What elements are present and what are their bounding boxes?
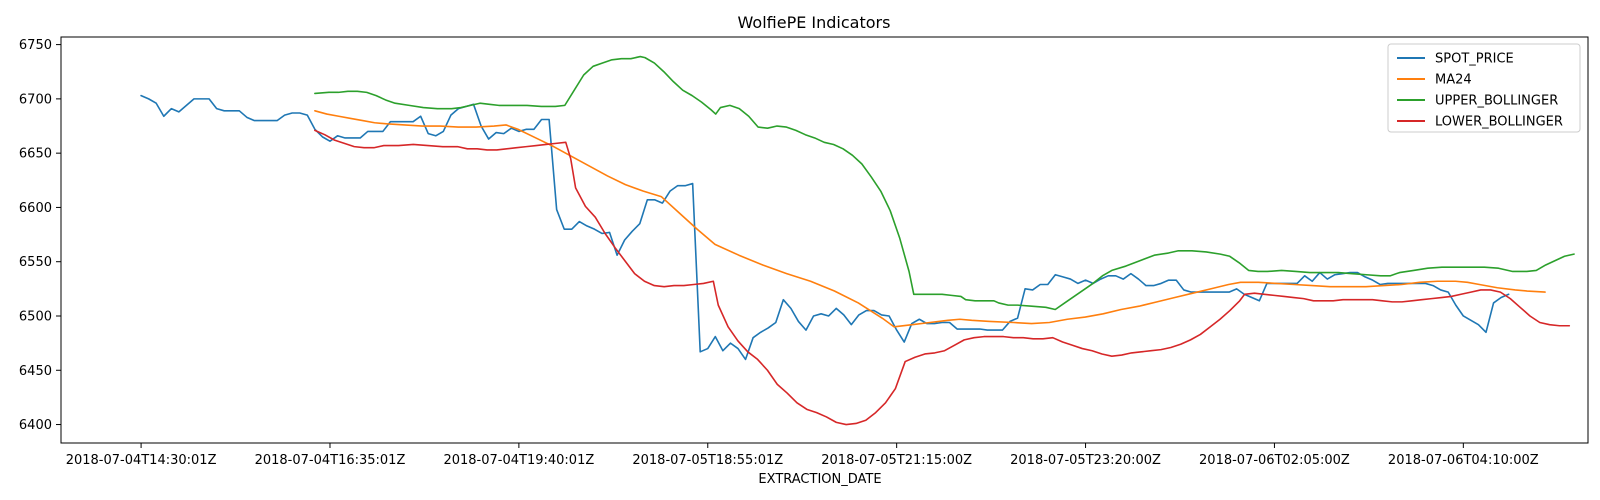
y-tick-label: 6550	[19, 255, 52, 270]
x-tick-label: 2018-07-05T23:20:00Z	[1010, 453, 1161, 468]
chart-title: WolfiePE Indicators	[738, 13, 891, 32]
x-axis-label: EXTRACTION_DATE	[758, 472, 881, 487]
y-tick-label: 6600	[19, 201, 52, 216]
legend: SPOT_PRICE MA24 UPPER_BOLLINGER LOWER_BOLLI…	[1387, 43, 1581, 133]
x-tick-label: 2018-07-05T18:55:01Z	[632, 453, 783, 468]
series-layer	[140, 55, 1575, 426]
legend-label: LOWER_BOLLINGER	[1435, 115, 1563, 130]
y-tick-label: 6500	[19, 309, 52, 324]
plot-area	[61, 37, 1588, 443]
x-axis: 2018-07-04T14:30:01Z 2018-07-04T16:35:01Z…	[66, 443, 1539, 468]
y-tick-label: 6750	[19, 38, 52, 53]
x-tick-label: 2018-07-05T21:15:00Z	[821, 453, 972, 468]
x-tick-label: 2018-07-04T14:30:01Z	[66, 453, 217, 468]
y-tick-label: 6400	[19, 418, 52, 433]
series-line-upper-bollinger	[314, 55, 1575, 311]
legend-box	[1387, 43, 1581, 133]
y-tick-label: 6650	[19, 147, 52, 162]
y-axis: 6400 6450 6500 6550 6600 6650 6700 6750	[19, 38, 61, 433]
legend-label: MA24	[1435, 73, 1472, 88]
x-tick-label: 2018-07-06T04:10:00Z	[1388, 453, 1539, 468]
y-tick-label: 6450	[19, 364, 52, 379]
legend-label: UPPER_BOLLINGER	[1435, 94, 1558, 109]
series-line-lower-bollinger	[314, 129, 1571, 426]
series-line-ma24	[314, 110, 1546, 328]
plot-border	[60, 36, 1589, 444]
x-tick-label: 2018-07-06T02:05:00Z	[1199, 453, 1350, 468]
x-tick-label: 2018-07-04T19:40:01Z	[443, 453, 594, 468]
legend-label: SPOT_PRICE	[1435, 52, 1514, 67]
y-tick-label: 6700	[19, 92, 52, 107]
x-tick-label: 2018-07-04T16:35:01Z	[255, 453, 406, 468]
